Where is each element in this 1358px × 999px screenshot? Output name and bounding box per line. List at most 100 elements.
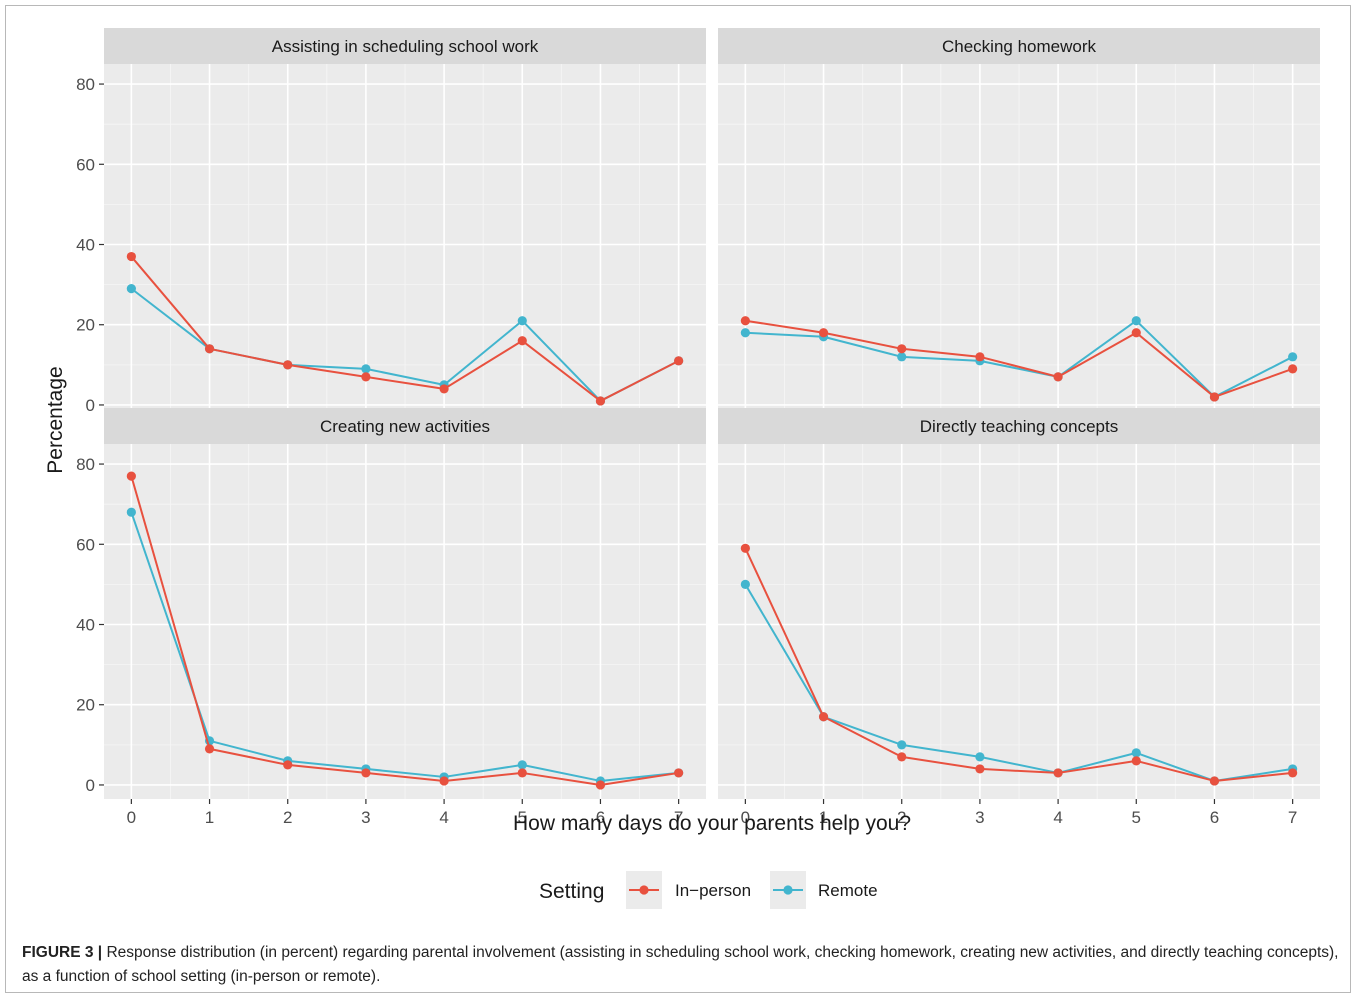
data-point: [1131, 328, 1141, 338]
data-point: [975, 352, 985, 362]
data-point: [439, 384, 449, 394]
figure-label: FIGURE 3 |: [22, 944, 103, 961]
x-tick-label: 4: [439, 808, 448, 827]
x-axis-title: How many days do your parents help you?: [513, 812, 911, 835]
data-point: [818, 328, 829, 338]
data-point: [975, 764, 985, 774]
legend-key-point: [639, 885, 649, 895]
legend-label: Remote: [818, 881, 878, 900]
data-point: [361, 364, 371, 374]
y-axis-title: Percentage: [44, 366, 67, 473]
series-line-in-person: [745, 319, 1293, 398]
x-tick-label: 7: [1288, 808, 1297, 827]
data-point: [517, 768, 527, 778]
y-tick-label: 0: [86, 396, 95, 415]
y-tick-label: 0: [86, 776, 95, 795]
data-point: [740, 543, 750, 553]
x-tick-label: 1: [205, 808, 214, 827]
y-tick-label: 80: [76, 455, 95, 474]
series-line-remote: [744, 583, 1293, 782]
data-point: [740, 579, 750, 589]
data-point: [1131, 748, 1141, 758]
faceted-line-chart: Assisting in scheduling school work02040…: [44, 28, 1320, 909]
data-point: [1288, 364, 1298, 374]
data-point: [595, 396, 606, 406]
data-point: [517, 336, 527, 346]
series-line-remote: [745, 319, 1294, 398]
data-point: [283, 360, 293, 370]
data-point: [204, 744, 215, 754]
x-tick-label: 4: [1053, 808, 1062, 827]
panel-strip: [718, 408, 1320, 444]
data-point: [361, 372, 371, 382]
y-tick-label: 80: [76, 75, 95, 94]
panel-0: Assisting in scheduling school work 0 20 40…: [76, 28, 706, 419]
caption-text: Response distribution (in percent) regar…: [22, 944, 1339, 985]
data-point: [1288, 768, 1298, 778]
data-point: [126, 471, 136, 481]
panel-title: Directly teaching concepts: [920, 417, 1118, 436]
panel-strip: [104, 408, 706, 444]
legend-title: Setting: [539, 880, 604, 903]
x-tick-label: 3: [361, 808, 370, 827]
data-point: [126, 507, 136, 517]
x-tick-label: 2: [897, 808, 906, 827]
data-point: [361, 768, 371, 778]
y-tick-label: 60: [76, 155, 95, 174]
series-line-in-person: [130, 255, 680, 402]
data-point: [818, 712, 829, 722]
x-tick-label: 2: [283, 808, 292, 827]
data-point: [740, 316, 750, 326]
figure-caption: FIGURE 3 | Response distribution (in per…: [22, 941, 1340, 989]
data-point: [204, 344, 215, 354]
x-tick-label: 7: [674, 808, 683, 827]
data-point: [1131, 756, 1141, 766]
x-tick-label: 5: [1132, 808, 1141, 827]
data-point: [517, 316, 527, 326]
data-point: [1053, 372, 1063, 382]
data-point: [439, 776, 449, 786]
x-tick-label: 3: [975, 808, 984, 827]
y-tick-label: 20: [76, 316, 95, 335]
legend: Setting In−person Remote: [539, 871, 878, 909]
panel-strip: [718, 28, 1320, 64]
y-tick-label: 60: [76, 535, 95, 554]
data-point: [897, 352, 907, 362]
data-point: [740, 328, 750, 338]
panel-strip: [104, 28, 706, 64]
data-point: [897, 740, 907, 750]
series-line-in-person: [130, 475, 679, 786]
data-point: [1131, 316, 1141, 326]
data-point: [1053, 768, 1063, 778]
x-tick-label: 5: [518, 808, 527, 827]
y-tick-label: 20: [76, 696, 95, 715]
series-line-remote: [130, 511, 679, 782]
data-point: [674, 768, 684, 778]
data-point: [517, 760, 527, 770]
data-point: [674, 356, 684, 366]
figure-frame: [5, 5, 1351, 993]
data-point: [126, 251, 136, 262]
data-point: [1209, 392, 1220, 402]
series-line-in-person: [744, 547, 1293, 782]
legend-key-point: [783, 885, 793, 895]
y-tick-label: 40: [76, 616, 95, 635]
x-tick-label: 6: [596, 808, 605, 827]
data-point: [126, 284, 136, 294]
data-point: [1288, 352, 1298, 362]
panel-title: Assisting in scheduling school work: [272, 37, 539, 56]
data-point: [595, 780, 606, 790]
panel-2: Creating new activities 0 20 40 60 80 0 1 2 3 4 5 6 7: [76, 408, 706, 827]
legend-label: In−person: [675, 881, 751, 900]
panel-1: Checking homework: [718, 28, 1320, 419]
data-point: [1209, 776, 1220, 786]
data-point: [897, 344, 907, 354]
x-tick-label: 0: [127, 808, 136, 827]
x-tick-label: 0: [741, 808, 750, 827]
x-tick-label: 6: [1210, 808, 1219, 827]
panel-title: Checking homework: [942, 37, 1097, 56]
data-point: [975, 752, 985, 762]
panel-title: Creating new activities: [320, 417, 490, 436]
data-point: [897, 752, 907, 762]
data-point: [283, 760, 293, 770]
